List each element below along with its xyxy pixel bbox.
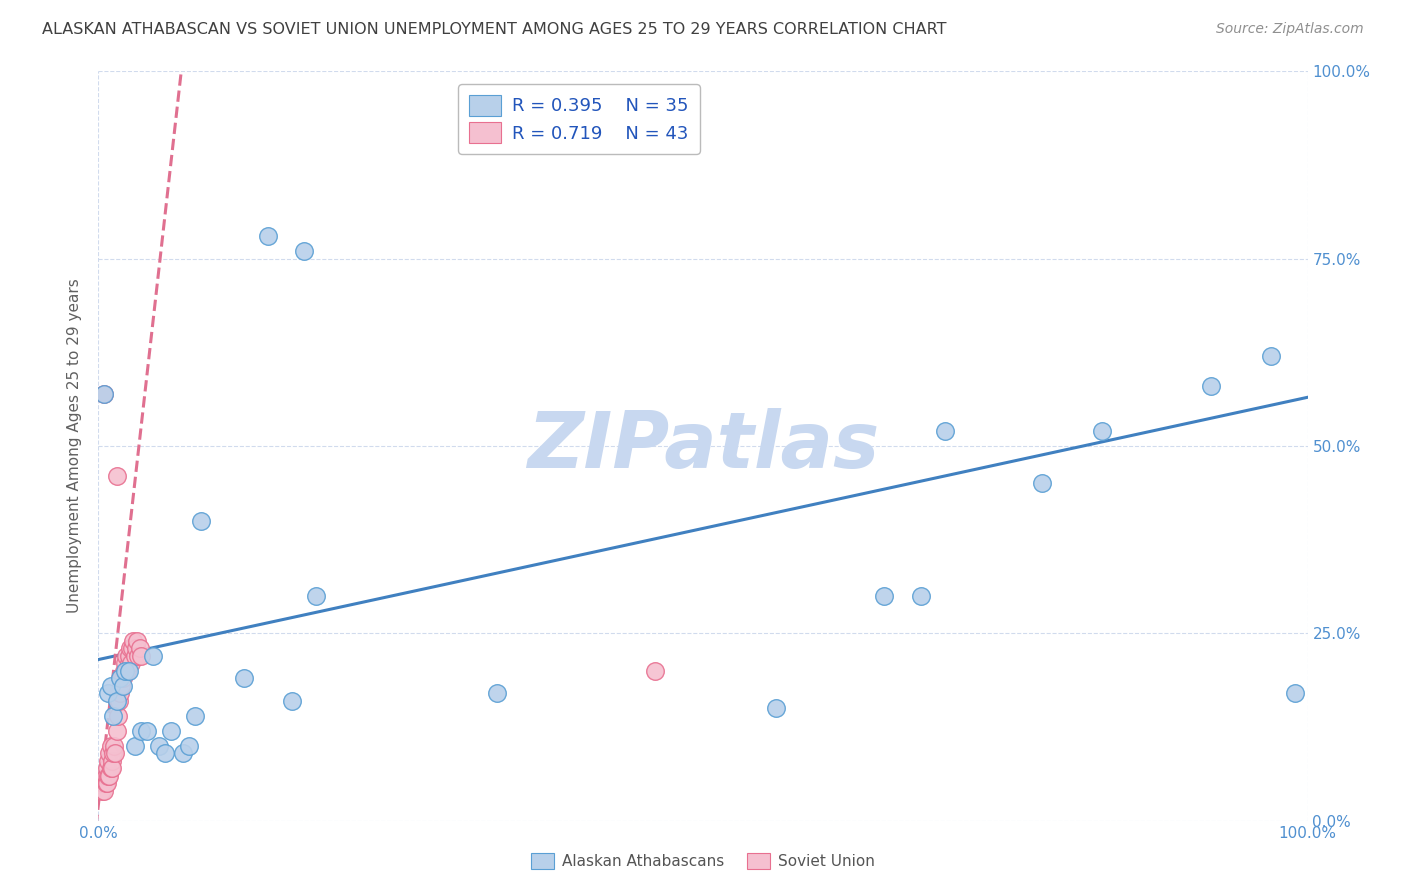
Point xyxy=(120,657,142,671)
Point xyxy=(105,694,128,708)
Legend: Alaskan Athabascans, Soviet Union: Alaskan Athabascans, Soviet Union xyxy=(526,847,880,875)
Point xyxy=(1031,476,1053,491)
Point xyxy=(108,671,131,685)
Point xyxy=(934,424,956,438)
Point xyxy=(105,723,128,738)
Point xyxy=(125,641,148,656)
Point xyxy=(765,701,787,715)
Point xyxy=(93,386,115,401)
Point xyxy=(127,633,149,648)
Point xyxy=(184,708,207,723)
Legend: R = 0.395    N = 35, R = 0.719    N = 43: R = 0.395 N = 35, R = 0.719 N = 43 xyxy=(458,84,700,153)
Point xyxy=(172,746,194,760)
Point xyxy=(305,589,328,603)
Point xyxy=(118,664,141,678)
Point xyxy=(114,664,136,678)
Point xyxy=(101,746,124,760)
Point xyxy=(1260,349,1282,363)
Point xyxy=(100,761,122,775)
Point xyxy=(105,469,128,483)
Point xyxy=(256,229,278,244)
Point xyxy=(97,686,120,700)
Point xyxy=(100,679,122,693)
Point xyxy=(121,641,143,656)
Point xyxy=(122,633,145,648)
Point xyxy=(94,769,117,783)
Point xyxy=(1284,686,1306,700)
Point xyxy=(112,664,135,678)
Point xyxy=(91,776,114,790)
Point xyxy=(115,648,138,663)
Text: ALASKAN ATHABASCAN VS SOVIET UNION UNEMPLOYMENT AMONG AGES 25 TO 29 YEARS CORREL: ALASKAN ATHABASCAN VS SOVIET UNION UNEMP… xyxy=(42,22,946,37)
Point xyxy=(111,679,134,693)
Point xyxy=(142,648,165,663)
Point xyxy=(93,386,115,401)
Point xyxy=(96,761,118,775)
Point xyxy=(486,686,509,700)
Point xyxy=(179,739,201,753)
Point xyxy=(190,514,212,528)
Point xyxy=(118,641,141,656)
Point xyxy=(118,648,141,663)
Point xyxy=(98,746,121,760)
Point xyxy=(873,589,896,603)
Point xyxy=(232,671,254,685)
Point xyxy=(100,739,122,753)
Point xyxy=(281,694,304,708)
Point xyxy=(148,739,170,753)
Point xyxy=(160,723,183,738)
Point xyxy=(97,769,120,783)
Point xyxy=(129,648,152,663)
Point xyxy=(1199,379,1222,393)
Point xyxy=(127,648,149,663)
Point xyxy=(644,664,666,678)
Point xyxy=(94,776,117,790)
Point xyxy=(104,746,127,760)
Point xyxy=(101,708,124,723)
Point xyxy=(108,686,131,700)
Point xyxy=(910,589,932,603)
Point xyxy=(1091,424,1114,438)
Point xyxy=(129,723,152,738)
Point xyxy=(96,776,118,790)
Point xyxy=(100,754,122,768)
Point xyxy=(117,664,139,678)
Point xyxy=(292,244,315,259)
Point xyxy=(128,641,150,656)
Point xyxy=(97,754,120,768)
Point xyxy=(124,739,146,753)
Point xyxy=(110,679,132,693)
Point xyxy=(91,783,114,797)
Point xyxy=(118,657,141,671)
Point xyxy=(111,671,134,685)
Point xyxy=(100,761,122,775)
Point xyxy=(124,648,146,663)
Point xyxy=(114,657,136,671)
Point xyxy=(107,708,129,723)
Text: ZIPatlas: ZIPatlas xyxy=(527,408,879,484)
Point xyxy=(93,783,115,797)
Text: Source: ZipAtlas.com: Source: ZipAtlas.com xyxy=(1216,22,1364,37)
Y-axis label: Unemployment Among Ages 25 to 29 years: Unemployment Among Ages 25 to 29 years xyxy=(67,278,83,614)
Point xyxy=(98,769,121,783)
Point xyxy=(135,723,157,738)
Point xyxy=(153,746,176,760)
Point xyxy=(108,694,131,708)
Point xyxy=(103,739,125,753)
